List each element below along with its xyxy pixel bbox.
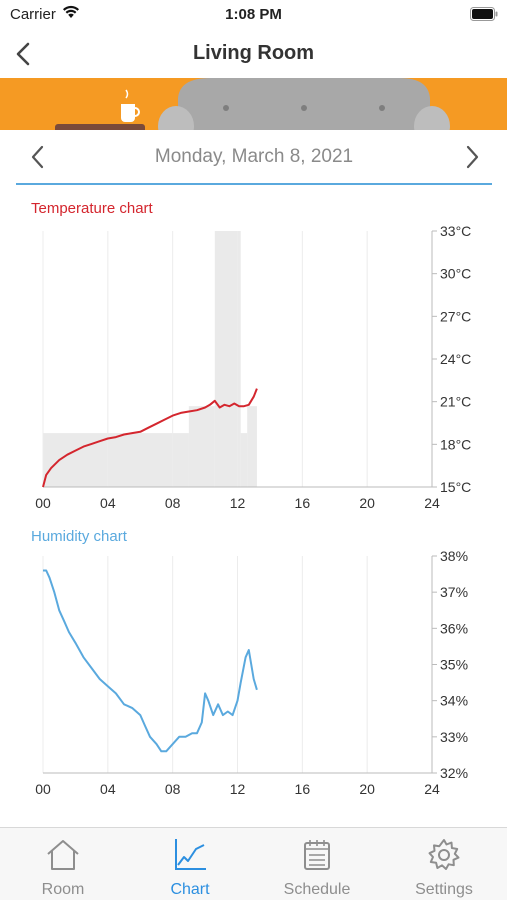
tab-schedule-label: Schedule xyxy=(283,881,351,898)
tab-settings[interactable]: Settings xyxy=(381,828,507,901)
chevron-right-icon xyxy=(466,145,479,169)
temperature-y-tick-label: 18°C xyxy=(440,436,471,452)
temperature-series-line xyxy=(42,388,258,488)
navigation-bar: Living Room xyxy=(0,30,507,78)
chevron-left-icon xyxy=(31,145,44,169)
tab-bar: Room Chart Schedule Settings xyxy=(0,827,507,900)
next-day-button[interactable] xyxy=(460,142,484,172)
humidity-series-line xyxy=(43,569,258,753)
temperature-heating-band xyxy=(247,406,257,487)
humidity-x-tick-label: 00 xyxy=(35,781,51,797)
humidity-x-tick-label: 12 xyxy=(230,781,246,797)
wifi-icon xyxy=(63,5,79,18)
humidity-y-tick-label: 34% xyxy=(440,693,468,709)
tab-room-label: Room xyxy=(41,881,85,898)
temperature-heating-band xyxy=(188,406,215,487)
temperature-y-tick-label: 30°C xyxy=(440,266,471,282)
humidity-chart-title: Humidity chart xyxy=(31,528,127,545)
chevron-left-icon xyxy=(16,42,30,66)
temperature-chart-title: Temperature chart xyxy=(31,200,153,217)
temperature-x-tick-label: 08 xyxy=(165,495,181,511)
humidity-y-tick-label: 32% xyxy=(440,765,468,781)
page-title: Living Room xyxy=(192,42,315,64)
tab-chart-label: Chart xyxy=(170,881,210,898)
temperature-y-tick-label: 21°C xyxy=(440,394,471,410)
selected-date: Monday, March 8, 2021 xyxy=(154,146,354,167)
humidity-x-tick-label: 08 xyxy=(165,781,181,797)
calendar-icon xyxy=(304,840,330,870)
tab-room[interactable]: Room xyxy=(0,828,126,901)
humidity-y-tick-label: 35% xyxy=(440,657,468,673)
humidity-x-tick-label: 04 xyxy=(100,781,116,797)
humidity-x-tick-label: 20 xyxy=(359,781,375,797)
humidity-y-tick-label: 37% xyxy=(440,584,468,600)
temperature-heating-band xyxy=(240,433,248,487)
humidity-x-tick-label: 24 xyxy=(424,781,440,797)
temperature-x-tick-label: 12 xyxy=(230,495,246,511)
temperature-x-tick-label: 20 xyxy=(359,495,375,511)
tab-chart[interactable]: Chart xyxy=(127,828,253,901)
previous-day-button[interactable] xyxy=(26,142,50,172)
room-illustration xyxy=(55,78,450,130)
temperature-x-tick-label: 24 xyxy=(424,495,440,511)
temperature-x-tick-label: 16 xyxy=(295,495,311,511)
humidity-y-tick-label: 33% xyxy=(440,729,468,745)
temperature-y-tick-label: 24°C xyxy=(440,351,471,367)
temperature-x-tick-label: 04 xyxy=(100,495,116,511)
battery-icon xyxy=(470,7,498,21)
tab-settings-label: Settings xyxy=(415,881,473,898)
status-time: 1:08 PM xyxy=(225,6,282,23)
humidity-x-tick-label: 16 xyxy=(295,781,311,797)
house-icon xyxy=(47,840,79,870)
gear-icon xyxy=(428,839,460,870)
date-selector: Monday, March 8, 2021 xyxy=(16,130,492,185)
room-banner xyxy=(0,78,507,130)
tab-schedule[interactable]: Schedule xyxy=(254,828,380,901)
humidity-y-tick-label: 38% xyxy=(440,548,468,564)
humidity-y-tick-label: 36% xyxy=(440,620,468,636)
carrier-label: Carrier xyxy=(10,6,56,23)
temperature-y-tick-label: 27°C xyxy=(440,308,471,324)
temperature-y-tick-label: 15°C xyxy=(440,479,471,495)
temperature-x-tick-label: 00 xyxy=(35,495,51,511)
back-button[interactable] xyxy=(10,38,40,70)
temperature-heating-band xyxy=(214,231,241,487)
line-chart-icon xyxy=(175,839,206,870)
temperature-y-tick-label: 33°C xyxy=(440,225,471,239)
temperature-heating-band xyxy=(43,433,189,487)
status-bar: Carrier 1:08 PM xyxy=(0,0,507,30)
